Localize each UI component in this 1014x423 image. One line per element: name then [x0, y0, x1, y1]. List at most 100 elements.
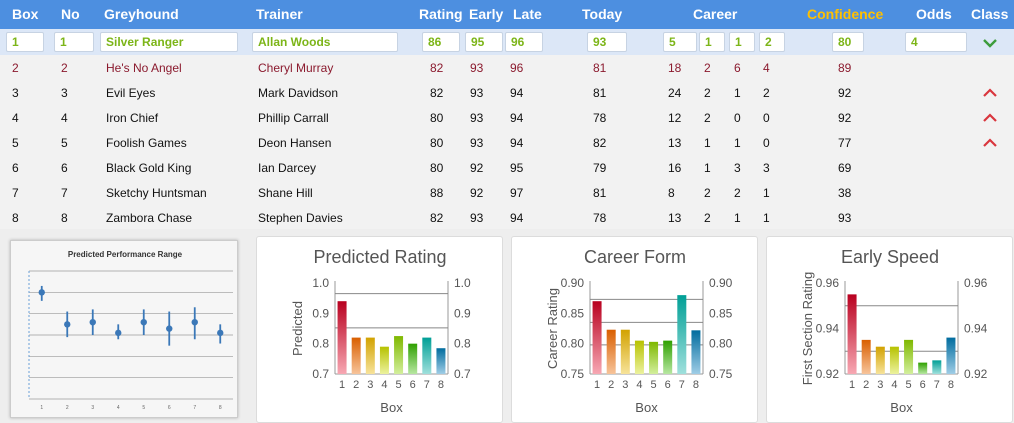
header-career[interactable]: Career — [693, 6, 738, 22]
no-input[interactable]: 1 — [54, 32, 94, 52]
cell-early: 93 — [470, 86, 484, 100]
cell-early: 92 — [470, 186, 484, 200]
y2-tick-label: 0.9 — [454, 306, 471, 320]
bar — [394, 336, 404, 374]
box-input[interactable]: 1 — [6, 32, 44, 52]
career-seconds-input[interactable]: 1 — [729, 32, 755, 52]
x-tick-label: 1 — [339, 379, 345, 391]
y-tick-label: 0.94 — [816, 322, 840, 336]
header-late[interactable]: Late — [513, 6, 542, 22]
x-tick-label: 3 — [622, 379, 628, 391]
cell-greyhound: Zambora Chase — [106, 211, 193, 225]
cell-c2: 2 — [704, 186, 711, 200]
cell-box: 8 — [12, 211, 19, 225]
x-tick-label: 6 — [665, 379, 671, 391]
bar — [946, 337, 956, 374]
career-thirds-input[interactable]: 2 — [759, 32, 785, 52]
cell-late: 96 — [510, 61, 524, 75]
cell-box: 7 — [12, 186, 19, 200]
header-rating[interactable]: Rating — [419, 6, 463, 22]
header-today[interactable]: Today — [582, 6, 623, 22]
y-tick-label: 0.96 — [816, 276, 840, 290]
header-early[interactable]: Early — [469, 6, 504, 22]
cell-late: 94 — [510, 136, 524, 150]
cell-greyhound: Black Gold King — [106, 161, 192, 175]
x-tick-label: 4 — [117, 405, 120, 411]
career-form-svg: Career Form 0.75 0.75 0.80 0.80 0.85 0.85 0.90 0… — [545, 247, 733, 415]
table-row[interactable]: 7 7 Sketchy Huntsman Shane Hill 88 92 97 81 8 2 2 1… — [0, 180, 1014, 205]
header-trainer[interactable]: Trainer — [256, 6, 303, 22]
cell-today: 81 — [593, 186, 607, 200]
bar — [861, 339, 871, 374]
chevron-up-icon[interactable] — [982, 86, 998, 100]
chevron-down-icon[interactable] — [982, 36, 998, 50]
rating-input[interactable]: 86 — [422, 32, 460, 52]
y2-tick-label: 0.80 — [709, 337, 733, 351]
bar — [847, 294, 857, 374]
cell-box: 6 — [12, 161, 19, 175]
late-input[interactable]: 96 — [505, 32, 543, 52]
cell-c4: 1 — [763, 186, 770, 200]
table-row[interactable]: 2 2 He's No Angel Cheryl Murray 82 93 96 81 18 2 6… — [0, 55, 1014, 80]
cell-c1: 16 — [668, 161, 682, 175]
charts-panel: Predicted Performance Range 1 2 3 4 5 6 7 8 Pred… — [0, 229, 1014, 423]
y-tick-label: 1.0 — [312, 276, 329, 290]
cell-c2: 2 — [704, 211, 711, 225]
bar — [606, 329, 616, 374]
career-starts-input[interactable]: 5 — [663, 32, 697, 52]
performance-range-chart: Predicted Performance Range 1 2 3 4 5 6 7 8 — [10, 240, 238, 418]
chart-title: Early Speed — [841, 247, 939, 267]
early-speed-chart: Early Speed 0.92 0.92 0.94 0.94 0.96 0.96 1 2 3 4 5… — [766, 236, 1013, 423]
cell-today: 82 — [593, 136, 607, 150]
career-wins-input[interactable]: 1 — [699, 32, 725, 52]
header-no[interactable]: No — [61, 6, 80, 22]
cell-confidence: 38 — [838, 186, 852, 200]
trainer-input[interactable]: Allan Woods — [252, 32, 398, 52]
x-tick-label: 5 — [651, 379, 657, 391]
table-row[interactable]: 3 3 Evil Eyes Mark Davidson 82 93 94 81 24 2 1 2 92 — [0, 80, 1014, 105]
cell-c2: 1 — [704, 161, 711, 175]
table-row[interactable]: 6 6 Black Gold King Ian Darcey 80 92 95 79 16 1 3 3… — [0, 155, 1014, 180]
x-tick-label: 7 — [934, 379, 940, 391]
early-speed-svg: Early Speed 0.92 0.92 0.94 0.94 0.96 0.96 1 2 3 4 5… — [800, 247, 988, 415]
header-greyhound[interactable]: Greyhound — [104, 6, 179, 22]
today-input[interactable]: 93 — [587, 32, 627, 52]
y-axis-label: Predicted — [290, 301, 305, 356]
odds-input[interactable]: 4 — [905, 32, 967, 52]
cell-no: 6 — [61, 161, 68, 175]
header-odds[interactable]: Odds — [916, 6, 952, 22]
cell-confidence: 89 — [838, 61, 852, 75]
chevron-up-icon[interactable] — [982, 111, 998, 125]
cell-rating: 82 — [430, 86, 444, 100]
confidence-input[interactable]: 80 — [832, 32, 864, 52]
cell-no: 8 — [61, 211, 68, 225]
y-tick-label: 0.90 — [561, 276, 585, 290]
y2-tick-label: 0.92 — [964, 367, 988, 381]
cell-early: 93 — [470, 61, 484, 75]
data-point — [64, 321, 71, 328]
chevron-up-icon[interactable] — [982, 136, 998, 150]
cell-c1: 13 — [668, 211, 682, 225]
bar — [904, 339, 914, 374]
bar — [408, 343, 418, 374]
cell-greyhound: Evil Eyes — [106, 86, 156, 100]
table-row[interactable]: 5 5 Foolish Games Deon Hansen 80 93 94 82 13 1 1 0 7… — [0, 130, 1014, 155]
cell-rating: 82 — [430, 61, 444, 75]
early-input[interactable]: 95 — [465, 32, 503, 52]
y-tick-label: 0.9 — [312, 306, 329, 320]
header-box[interactable]: Box — [12, 6, 39, 22]
header-class[interactable]: Class — [971, 6, 1009, 22]
performance-range-svg: Predicted Performance Range 1 2 3 4 5 6 7 8 — [28, 250, 233, 411]
y2-tick-label: 0.90 — [709, 276, 733, 290]
cell-trainer: Stephen Davies — [258, 211, 343, 225]
cell-confidence: 93 — [838, 211, 852, 225]
x-tick-label: 1 — [849, 379, 855, 391]
greyhound-input[interactable]: Silver Ranger — [100, 32, 238, 52]
header-confidence[interactable]: Confidence — [807, 6, 884, 22]
y-tick-label: 0.75 — [561, 367, 585, 381]
bar — [677, 295, 687, 374]
table-row[interactable]: 4 4 Iron Chief Phillip Carrall 80 93 94 78 12 2 0 0… — [0, 105, 1014, 130]
table-row[interactable]: 8 8 Zambora Chase Stephen Davies 82 93 94 78 13 2… — [0, 205, 1014, 230]
table-row-selected[interactable]: 1 1 Silver Ranger Allan Woods 86 95 96 9… — [0, 29, 1014, 55]
x-tick-label: 1 — [40, 405, 43, 411]
